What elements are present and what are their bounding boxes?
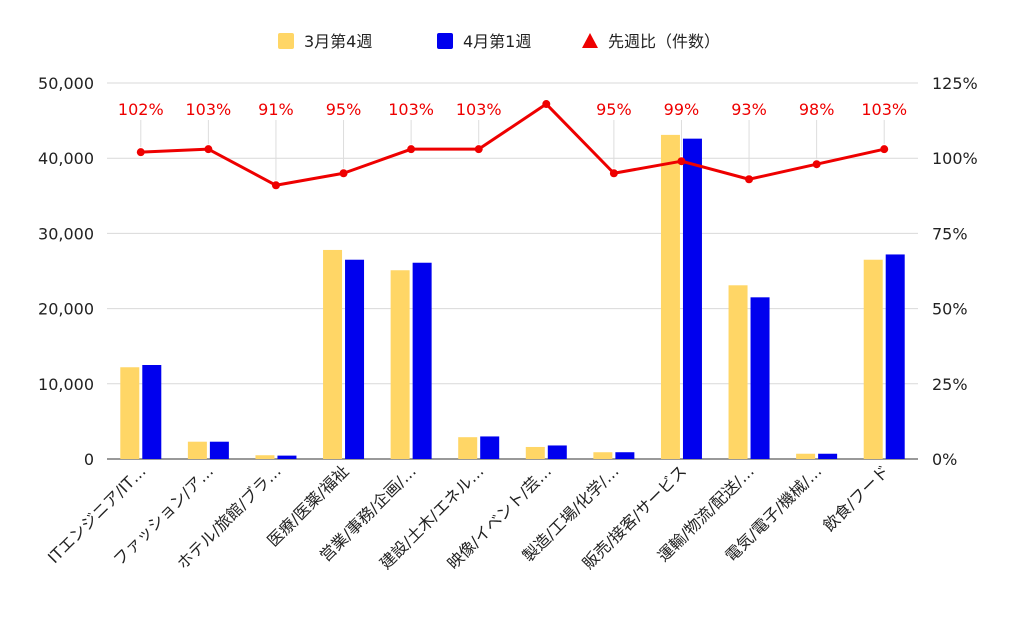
line-point	[136, 148, 145, 157]
line-point	[542, 100, 551, 109]
bar	[593, 452, 613, 459]
data-label: 93%	[731, 100, 767, 119]
bar	[390, 270, 410, 459]
y-tick-label: 40,000	[38, 149, 94, 168]
line-point	[812, 160, 821, 169]
y-tick-label: 0	[84, 450, 94, 469]
y2-tick-label: 125%	[932, 74, 978, 93]
bar	[345, 259, 365, 459]
line-point	[407, 145, 416, 154]
line-point	[271, 181, 280, 190]
bar	[209, 441, 229, 459]
y2-tick-label: 25%	[932, 375, 968, 394]
bar	[187, 441, 207, 459]
legend-swatch	[278, 33, 294, 49]
y-tick-label: 10,000	[38, 375, 94, 394]
data-label: 95%	[326, 100, 362, 119]
line-point	[474, 145, 483, 154]
bar	[750, 297, 770, 459]
bar	[615, 452, 635, 459]
data-label: 95%	[596, 100, 632, 119]
bar	[255, 455, 275, 459]
bar	[547, 445, 567, 459]
line-series-path	[140, 102, 885, 187]
y2-tick-label: 100%	[932, 149, 978, 168]
y2-tick-label: 75%	[932, 224, 968, 243]
bar	[277, 455, 297, 459]
data-label: 91%	[258, 100, 294, 119]
y-tick-label: 30,000	[38, 224, 94, 243]
bar	[863, 259, 883, 459]
legend-triangle-icon	[582, 33, 598, 48]
bar	[660, 134, 680, 459]
x-category-label: 飲食/フード	[819, 461, 893, 535]
y2-tick-label: 50%	[932, 300, 968, 319]
data-label: 103%	[861, 100, 907, 119]
line-point	[745, 175, 754, 184]
data-label: 102%	[118, 100, 164, 119]
legend-label: 3月第4週	[304, 32, 372, 51]
line-point	[339, 169, 348, 178]
legend-label: 4月第1週	[463, 32, 531, 51]
line-point	[609, 169, 618, 178]
data-label: 98%	[799, 100, 835, 119]
line-point	[880, 145, 889, 154]
bar	[796, 453, 816, 459]
bar	[885, 254, 905, 459]
data-label: 99%	[664, 100, 700, 119]
legend-label: 先週比（件数）	[608, 32, 720, 51]
data-label: 103%	[186, 100, 232, 119]
y-tick-label: 20,000	[38, 300, 94, 319]
ratio-line	[136, 100, 889, 190]
y-tick-label: 50,000	[38, 74, 94, 93]
gridlines	[107, 82, 918, 460]
line-point	[677, 157, 686, 166]
bar	[120, 367, 140, 459]
line-point	[204, 145, 213, 154]
y2-tick-label: 0%	[932, 450, 957, 469]
data-label: 103%	[388, 100, 434, 119]
bar	[458, 437, 478, 459]
legend-swatch	[437, 33, 453, 49]
bar	[142, 365, 162, 459]
bar	[480, 436, 500, 459]
legend[interactable]: 3月第4週 4月第1週 先週比（件数）	[278, 32, 720, 51]
bar	[818, 453, 838, 459]
bar	[728, 285, 748, 459]
axes: 0 10,000 20,000 30,000 40,000 50,000 0% 25% 50% 7…	[38, 74, 978, 573]
bar	[682, 138, 702, 459]
bar	[525, 446, 545, 459]
data-labels: 102% 103% 91% 95% 103% 103% 95% 99% 93% 98% 103%	[118, 100, 907, 181]
bar	[412, 262, 432, 459]
bars	[120, 134, 905, 459]
data-label: 103%	[456, 100, 502, 119]
bar	[323, 249, 343, 459]
